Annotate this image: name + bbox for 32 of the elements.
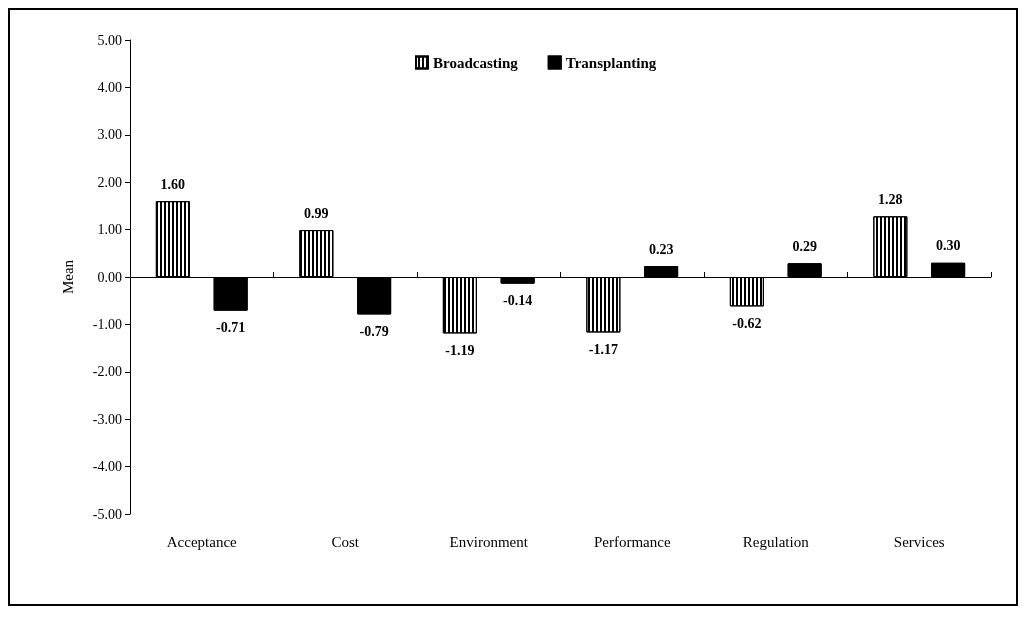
y-tick-label: -4.00 [92,459,122,475]
x-tick-label: Performance [593,533,671,550]
data-label: 1.28 [878,191,903,207]
data-label: 1.60 [160,176,186,192]
data-label: -0.79 [359,323,389,339]
y-tick-label: 5.00 [97,32,122,48]
x-tick-label: Environment [449,533,529,550]
x-tick-label: Acceptance [166,533,238,550]
data-label: -0.71 [216,320,246,336]
y-tick-label: 3.00 [97,127,122,143]
legend-label: Broadcasting [433,54,519,71]
data-label: -0.14 [503,293,533,309]
y-tick-label: -2.00 [92,364,122,380]
data-label: 0.99 [304,205,329,221]
y-tick-label: 4.00 [97,79,122,95]
data-label: -1.19 [445,342,475,358]
y-tick-label: 0.00 [97,269,122,285]
y-tick-label: -3.00 [92,411,122,427]
data-label: -0.62 [732,315,762,331]
x-tick-label: Services [893,533,945,550]
data-label: 0.30 [935,238,961,254]
legend-label: Transplanting [565,54,657,71]
y-tick-label: 1.00 [97,222,122,238]
x-tick-label: Cost [331,533,360,550]
x-tick-label: Regulation [742,533,810,550]
y-tick-label: -5.00 [92,506,122,522]
data-label: 0.29 [792,238,817,254]
data-label: -1.17 [588,341,618,357]
y-tick-label: -1.00 [92,316,122,332]
y-axis-title: Mean [59,259,76,295]
data-label: 0.23 [648,241,674,257]
y-tick-label: 2.00 [97,174,122,190]
